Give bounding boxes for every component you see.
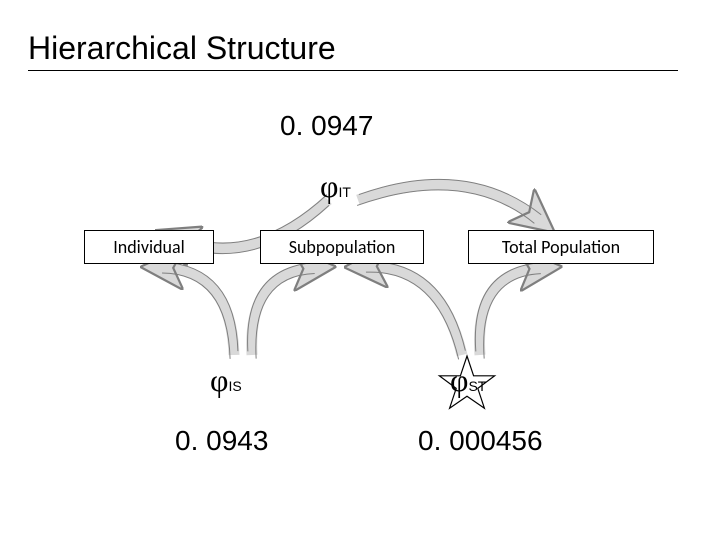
value-phi-is: 0. 0943 [175,425,268,457]
phi-st-label: φST [450,362,486,399]
phi-symbol: φ [210,362,228,398]
phi-is-label: φIS [210,362,242,399]
phi-sub: IT [338,184,350,200]
value-phi-it: 0. 0947 [280,110,373,142]
slide: Hierarchical Structure 0. 0947 φIT Indiv… [0,0,720,540]
title-divider [28,70,678,71]
phi-symbol: φ [450,362,468,398]
box-individual: Individual [84,230,214,264]
box-total-population: Total Population [468,230,654,264]
phi-it-label: φIT [320,168,351,205]
box-subpopulation: Subpopulation [260,230,424,264]
phi-symbol: φ [320,168,338,204]
phi-sub: ST [468,378,486,394]
page-title: Hierarchical Structure [28,30,336,67]
phi-sub: IS [228,378,241,394]
value-phi-st: 0. 000456 [418,425,543,457]
arrow-layer [0,0,720,540]
